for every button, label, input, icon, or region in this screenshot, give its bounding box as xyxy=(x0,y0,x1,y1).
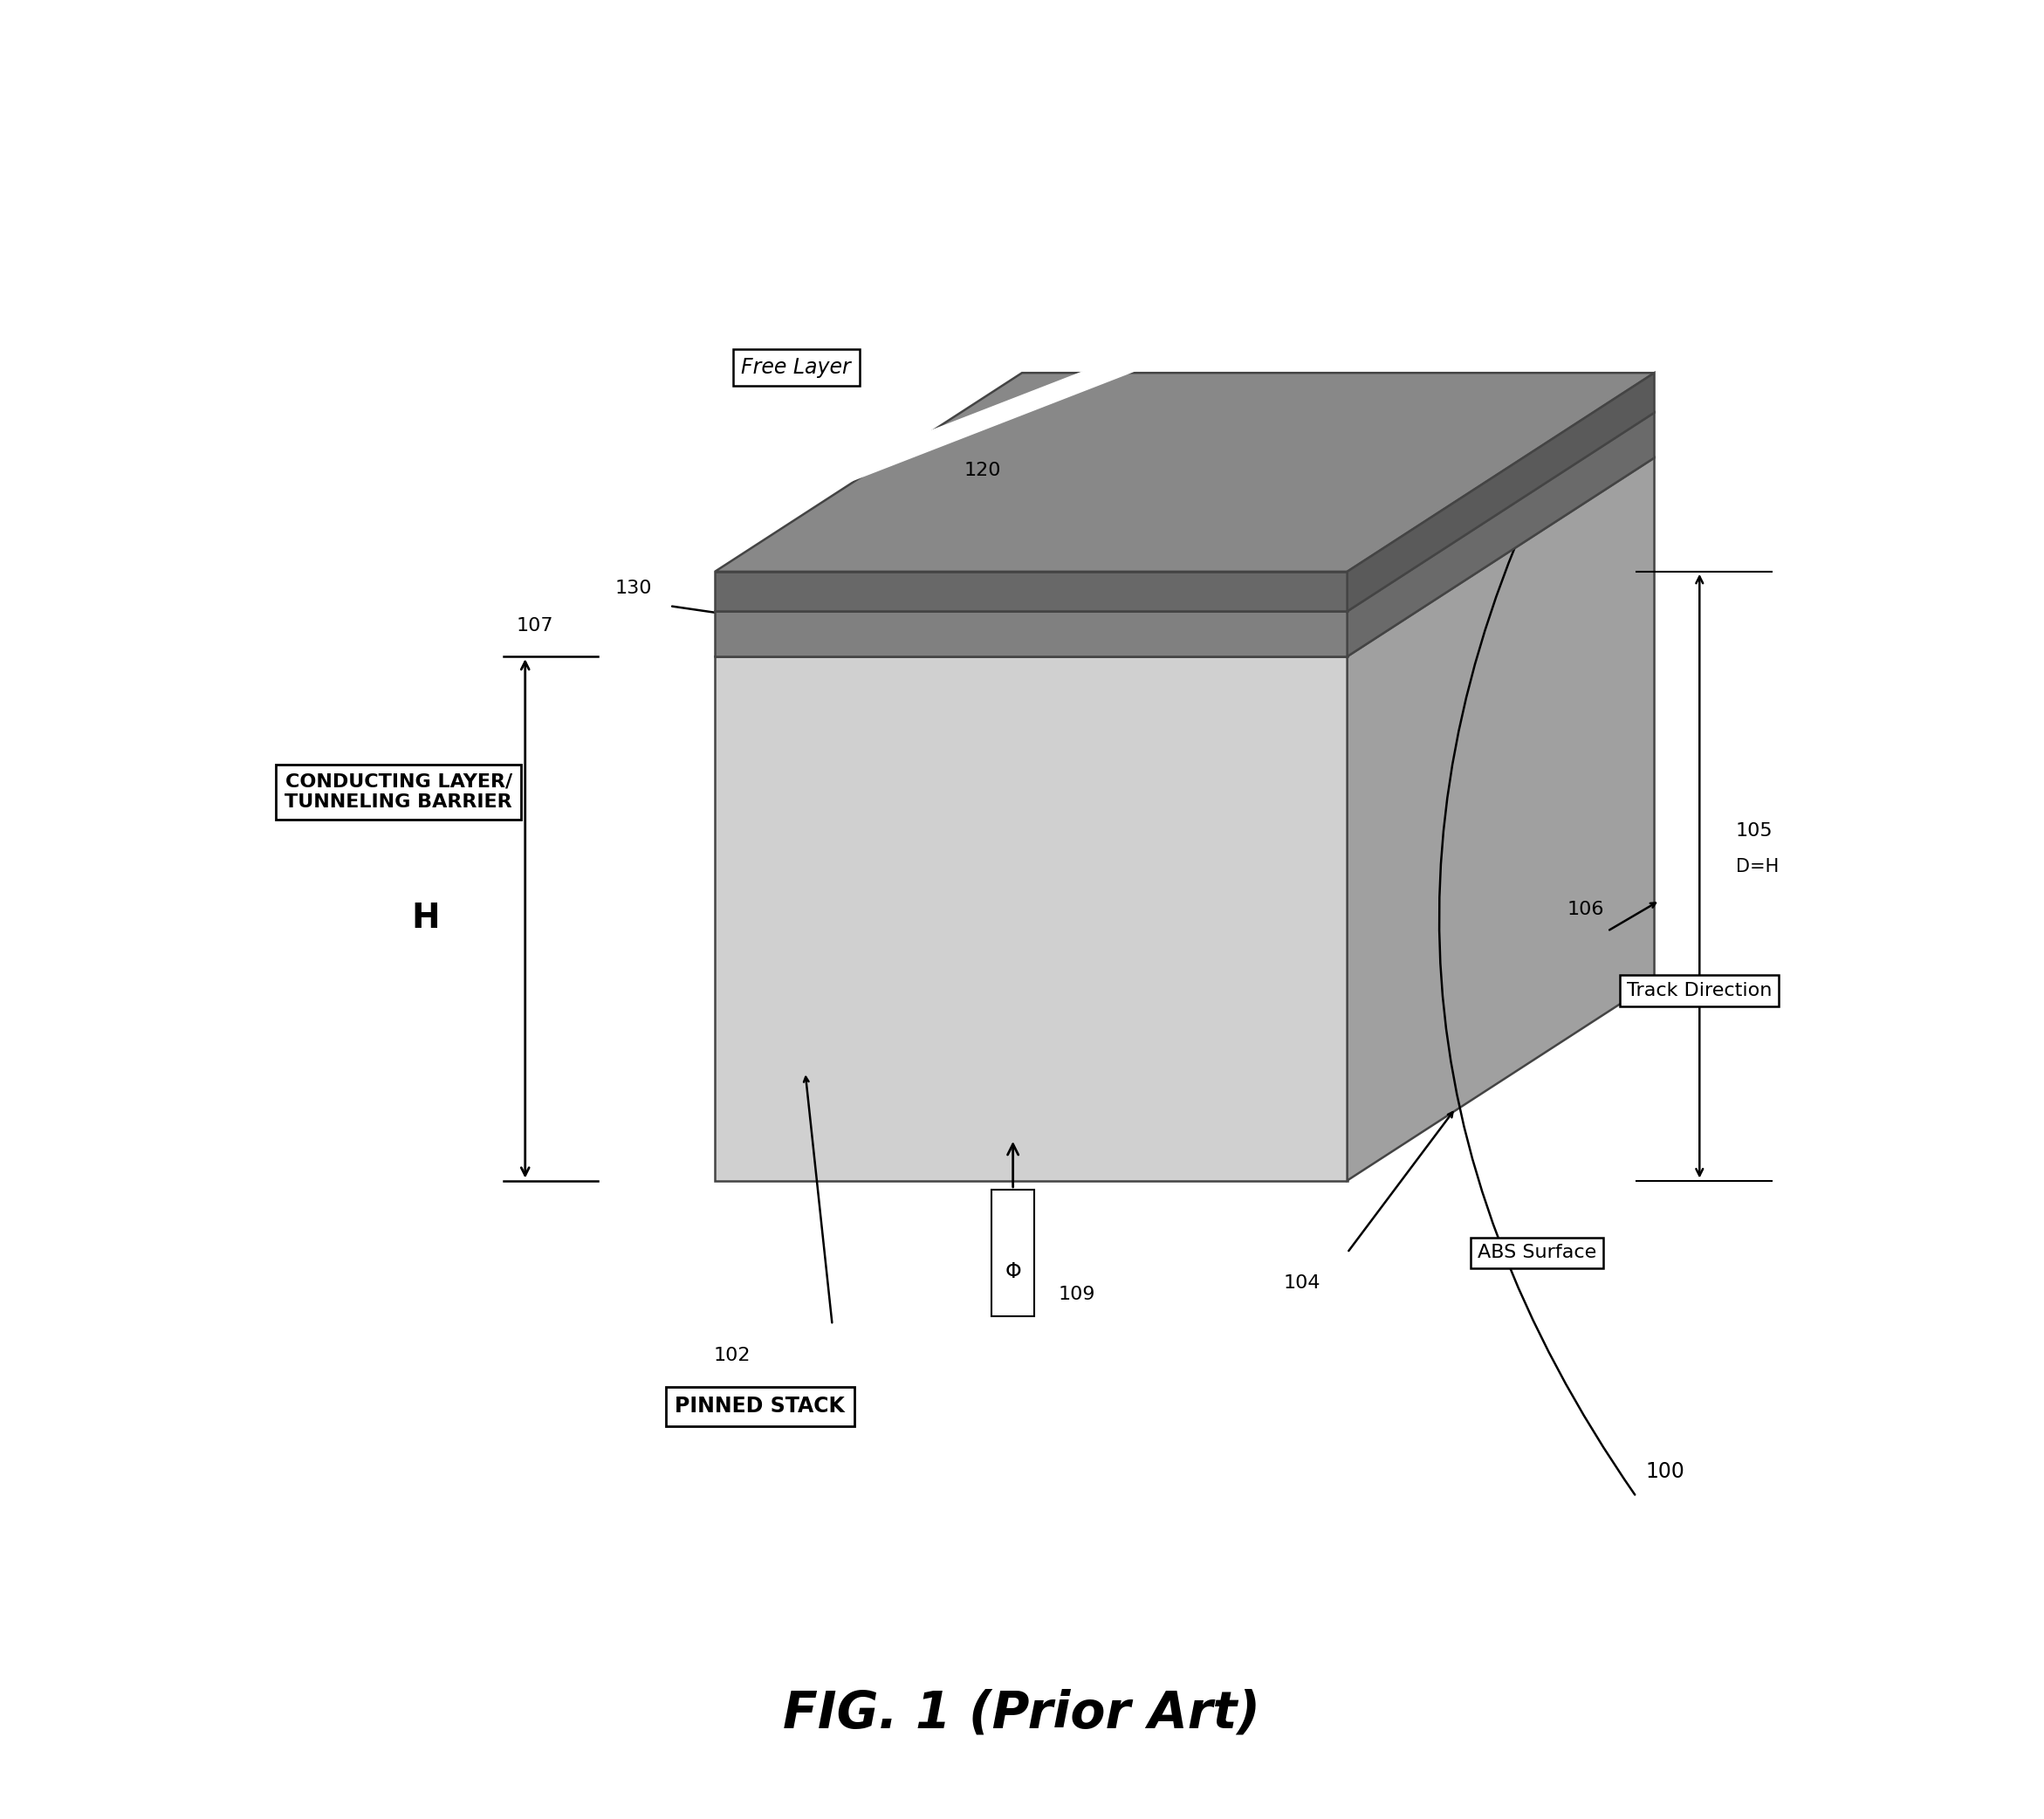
Polygon shape xyxy=(715,458,1654,657)
Text: $\Phi$: $\Phi$ xyxy=(1004,1261,1022,1282)
Polygon shape xyxy=(715,413,1654,611)
Text: 100: 100 xyxy=(1645,1461,1684,1482)
Text: 105: 105 xyxy=(1735,822,1772,840)
Polygon shape xyxy=(1347,413,1654,657)
Text: ABS Surface: ABS Surface xyxy=(1478,1244,1596,1262)
Text: FIG. 1 (Prior Art): FIG. 1 (Prior Art) xyxy=(783,1688,1261,1739)
Text: 109: 109 xyxy=(1059,1286,1096,1302)
Text: 120: 120 xyxy=(965,462,1002,480)
Text: PINNED STACK: PINNED STACK xyxy=(675,1395,844,1417)
Text: 106: 106 xyxy=(1566,900,1605,919)
Text: Track Direction: Track Direction xyxy=(1627,982,1772,999)
Text: 104: 104 xyxy=(1284,1275,1320,1291)
Text: Free Layer: Free Layer xyxy=(742,357,850,378)
Bar xyxy=(991,1190,1034,1317)
Polygon shape xyxy=(715,571,1347,611)
Polygon shape xyxy=(1347,458,1654,1181)
Text: 102: 102 xyxy=(713,1346,750,1364)
FancyArrow shape xyxy=(820,300,1294,491)
Text: H: H xyxy=(411,902,439,935)
Text: 130: 130 xyxy=(615,580,652,597)
Polygon shape xyxy=(715,657,1347,1181)
Text: 107: 107 xyxy=(517,617,554,635)
Polygon shape xyxy=(715,611,1347,657)
Polygon shape xyxy=(715,373,1654,571)
Text: D=H: D=H xyxy=(1735,859,1778,875)
Text: CONDUCTING LAYER/
TUNNELING BARRIER: CONDUCTING LAYER/ TUNNELING BARRIER xyxy=(284,773,513,811)
Polygon shape xyxy=(1347,373,1654,611)
